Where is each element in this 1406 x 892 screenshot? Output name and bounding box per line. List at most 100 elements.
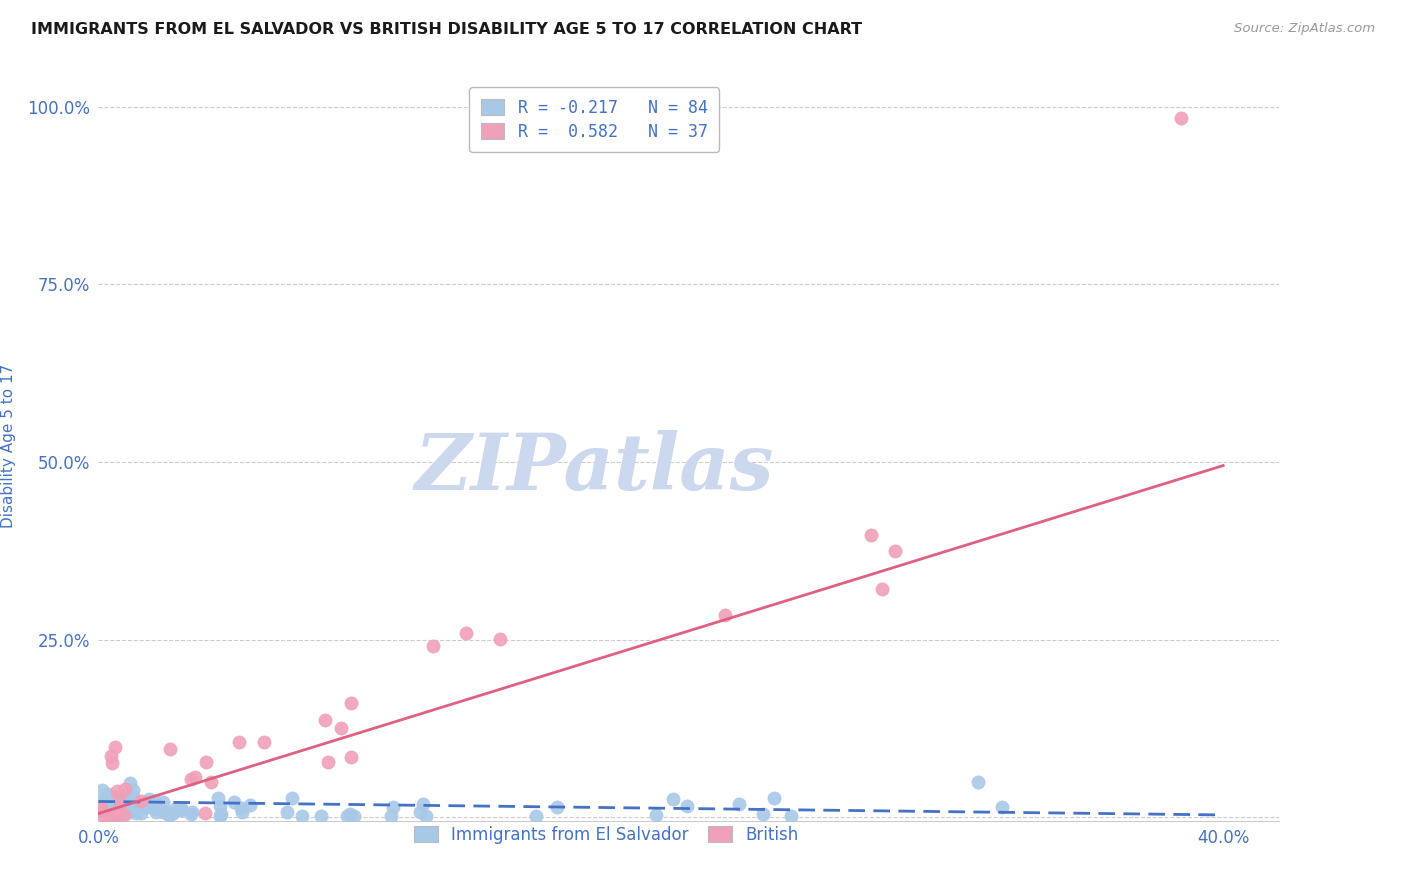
Point xyxy=(207,790,229,805)
Point xyxy=(104,808,127,822)
Point xyxy=(125,802,148,816)
Point xyxy=(115,797,138,811)
Point xyxy=(752,806,775,821)
Point xyxy=(180,805,202,819)
Point xyxy=(120,799,142,814)
Point xyxy=(336,809,359,823)
Point xyxy=(105,784,128,798)
Point xyxy=(200,775,222,789)
Point xyxy=(422,639,444,653)
Point xyxy=(98,808,121,822)
Point xyxy=(991,800,1014,814)
Point xyxy=(110,807,132,822)
Point xyxy=(170,803,193,817)
Point xyxy=(415,809,437,823)
Point xyxy=(524,809,547,823)
Point xyxy=(118,804,141,818)
Point xyxy=(1170,111,1192,125)
Point xyxy=(159,808,181,822)
Point xyxy=(128,796,150,810)
Point xyxy=(91,783,114,797)
Point xyxy=(728,797,751,812)
Point xyxy=(104,794,127,808)
Point xyxy=(134,800,156,814)
Point xyxy=(110,798,132,813)
Point xyxy=(409,805,432,819)
Point xyxy=(314,713,336,727)
Point xyxy=(194,805,217,820)
Point xyxy=(412,797,434,811)
Point xyxy=(276,805,298,819)
Point xyxy=(98,792,121,806)
Point xyxy=(180,772,202,787)
Point xyxy=(280,790,302,805)
Point xyxy=(108,801,131,815)
Point xyxy=(97,808,120,822)
Point xyxy=(339,807,361,822)
Point xyxy=(115,803,138,817)
Point xyxy=(152,805,174,820)
Point xyxy=(489,632,512,646)
Point xyxy=(163,802,186,816)
Point xyxy=(90,803,112,817)
Text: ZIPatlas: ZIPatlas xyxy=(415,430,775,507)
Point xyxy=(94,803,117,817)
Point xyxy=(100,748,122,763)
Point xyxy=(100,793,122,807)
Point xyxy=(145,805,167,819)
Text: IMMIGRANTS FROM EL SALVADOR VS BRITISH DISABILITY AGE 5 TO 17 CORRELATION CHART: IMMIGRANTS FROM EL SALVADOR VS BRITISH D… xyxy=(31,22,862,37)
Point xyxy=(291,809,314,823)
Point xyxy=(380,809,402,823)
Point xyxy=(343,808,366,822)
Point xyxy=(546,800,568,814)
Y-axis label: Disability Age 5 to 17: Disability Age 5 to 17 xyxy=(1,364,15,528)
Point xyxy=(253,735,276,749)
Point xyxy=(104,739,127,754)
Point xyxy=(208,808,231,822)
Point xyxy=(122,789,145,804)
Point xyxy=(107,800,129,814)
Text: Source: ZipAtlas.com: Source: ZipAtlas.com xyxy=(1234,22,1375,36)
Point xyxy=(159,742,181,756)
Point xyxy=(117,802,139,816)
Point xyxy=(121,783,143,797)
Point xyxy=(112,808,135,822)
Point xyxy=(142,801,165,815)
Point xyxy=(90,797,112,811)
Point xyxy=(100,756,122,771)
Point xyxy=(143,801,166,815)
Point xyxy=(91,794,114,808)
Legend: Immigrants from El Salvador, British: Immigrants from El Salvador, British xyxy=(405,815,808,854)
Point xyxy=(120,805,142,820)
Point xyxy=(763,790,786,805)
Point xyxy=(143,794,166,808)
Point xyxy=(108,789,131,804)
Point xyxy=(125,806,148,821)
Point xyxy=(129,794,152,808)
Point xyxy=(90,803,112,817)
Point xyxy=(454,626,477,640)
Point xyxy=(222,795,245,809)
Point xyxy=(138,792,160,806)
Point xyxy=(104,806,127,821)
Point xyxy=(114,781,136,796)
Point xyxy=(209,807,232,822)
Point xyxy=(183,771,205,785)
Point xyxy=(111,806,134,821)
Point xyxy=(330,721,353,735)
Point xyxy=(340,696,363,710)
Point xyxy=(169,801,191,815)
Point xyxy=(209,799,232,814)
Point xyxy=(114,805,136,820)
Point xyxy=(662,791,685,805)
Point xyxy=(780,809,803,823)
Point xyxy=(131,806,153,821)
Point xyxy=(180,807,202,822)
Point xyxy=(231,805,253,819)
Point xyxy=(118,791,141,805)
Point xyxy=(676,798,699,813)
Point xyxy=(90,801,112,815)
Point xyxy=(162,805,184,820)
Point xyxy=(100,806,122,821)
Point xyxy=(316,755,339,769)
